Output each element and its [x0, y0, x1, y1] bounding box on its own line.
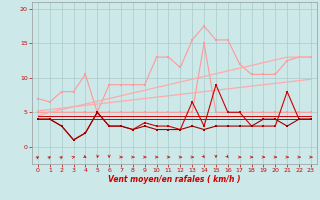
X-axis label: Vent moyen/en rafales ( km/h ): Vent moyen/en rafales ( km/h ) — [108, 175, 241, 184]
